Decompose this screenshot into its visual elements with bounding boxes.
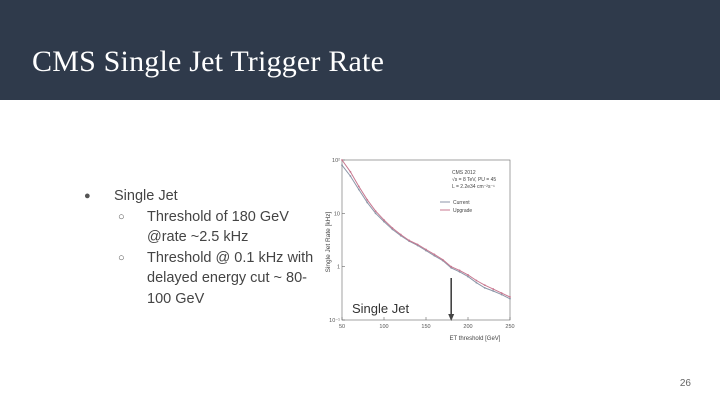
slide-title: CMS Single Jet Trigger Rate: [32, 45, 385, 78]
series-current-point: [500, 293, 503, 296]
series-current-point: [458, 270, 461, 273]
x-axis-label: ET threshold [GeV]: [450, 336, 501, 342]
sub-bullet-threshold-delayed: Threshold @ 0.1 kHz with delayed energy …: [84, 248, 314, 310]
series-upgrade-point: [458, 269, 461, 272]
series-current-point: [357, 188, 360, 191]
x-tick-label: 150: [421, 324, 430, 330]
series-current-point: [366, 201, 369, 204]
series-lines: [341, 159, 511, 300]
title-bar: CMS Single Jet Trigger Rate: [0, 0, 720, 100]
bullet-list: Single Jet Threshold of 180 GeV @rate ~2…: [84, 186, 314, 309]
x-tick-label: 250: [505, 324, 514, 330]
legend-upgrade-label: Upgrade: [453, 208, 472, 214]
y-tick-label: 10: [334, 211, 340, 217]
threshold-arrow-head: [448, 314, 455, 321]
series-current-point: [433, 254, 436, 257]
series-current-point: [374, 212, 377, 215]
series-upgrade-point: [391, 227, 394, 229]
sub-bullet-threshold-180: Threshold of 180 GeV @rate ~2.5 kHz: [84, 207, 314, 248]
series-upgrade-point: [475, 279, 478, 282]
series-upgrade-point: [341, 159, 343, 161]
series-upgrade-point: [374, 210, 377, 213]
page-number: 26: [679, 378, 691, 389]
series-upgrade-point: [349, 170, 352, 173]
series-upgrade-point: [467, 274, 469, 276]
threshold-arrow: [448, 278, 455, 321]
series-current-point: [475, 281, 478, 284]
x-tick-label: 50: [339, 324, 345, 330]
series-current-point: [349, 175, 352, 177]
legend-current-label: Current: [453, 200, 470, 206]
y-axis-ticks: 10⁻¹ 1 10 10²: [329, 158, 345, 324]
series-upgrade-point: [441, 258, 444, 261]
x-tick-label: 100: [379, 324, 388, 330]
trigger-rate-plot: 50 100 150 200 250 10⁻¹ 1 10 10² Single Jet Rat…: [325, 158, 515, 342]
y-tick-label: 10⁻¹: [329, 318, 340, 324]
bullet-single-jet: Single Jet: [84, 186, 314, 207]
annotation-experiment: CMS 2012: [452, 170, 476, 176]
annotation-energy: √s = 8 TeV, PU = 45: [452, 176, 496, 183]
plot-frame: [341, 159, 511, 321]
overlay-label: Single Jet: [352, 301, 409, 316]
y-tick-label: 1: [337, 265, 340, 271]
series-current-point: [509, 297, 511, 300]
series-upgrade-point: [483, 284, 486, 287]
series-upgrade-point: [357, 185, 360, 188]
series-upgrade-point: [433, 253, 436, 256]
x-axis-ticks: 50 100 150 200 250: [339, 317, 515, 330]
series-current-point: [341, 164, 343, 167]
annotation-luminosity: L = 2.2e34 cm⁻²s⁻¹: [452, 184, 495, 190]
series-upgrade-point: [509, 296, 511, 298]
series-upgrade-point: [416, 243, 419, 246]
series-upgrade-point: [492, 288, 495, 290]
series-upgrade-point: [383, 219, 385, 221]
x-tick-label: 200: [463, 324, 472, 330]
series-upgrade-point: [500, 292, 503, 294]
series-upgrade-point: [408, 239, 411, 242]
series-current-point: [467, 275, 469, 278]
series-upgrade-point: [450, 265, 453, 268]
series-current-point: [492, 290, 495, 292]
series-upgrade-point: [399, 233, 402, 236]
y-tick-label: 10²: [332, 158, 340, 164]
series-upgrade-point: [425, 248, 427, 251]
y-axis-label: Single Jet Rate [kHz]: [325, 211, 332, 272]
series-current-point: [383, 220, 385, 223]
series-current-point: [483, 286, 486, 289]
series-upgrade-point: [366, 198, 369, 201]
